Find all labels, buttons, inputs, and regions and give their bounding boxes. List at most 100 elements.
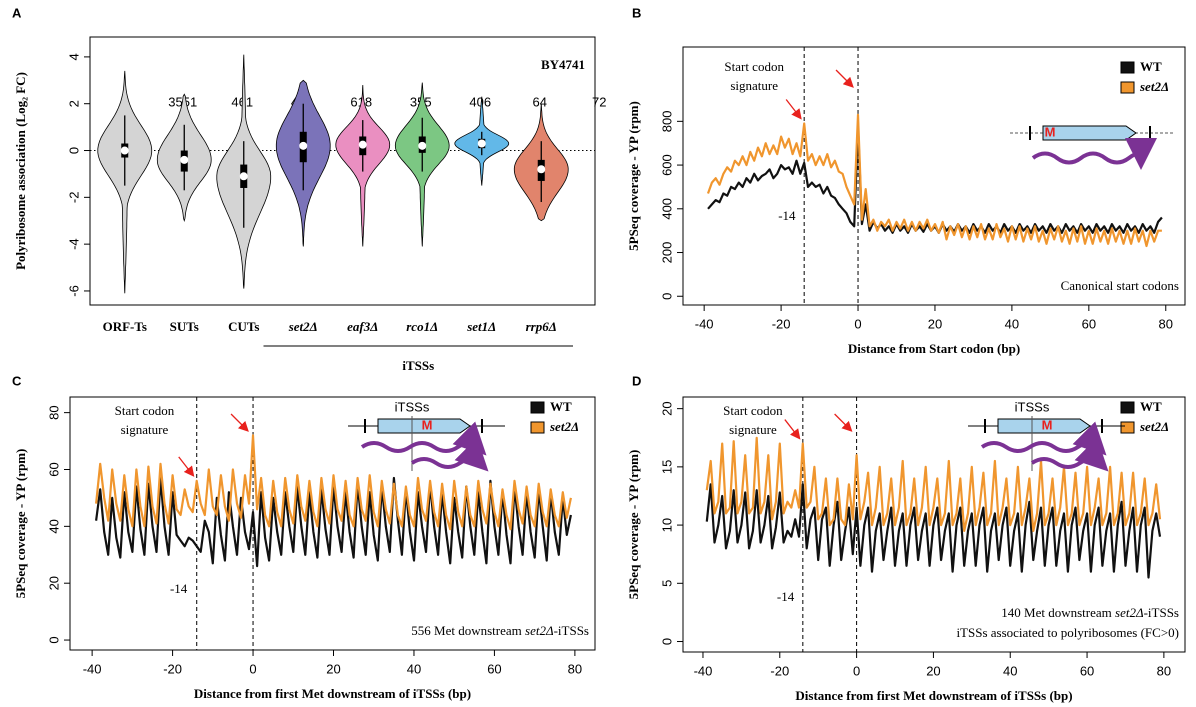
series-line: [707, 124, 1163, 234]
legend-swatch: [1120, 61, 1135, 74]
median-dot: [358, 140, 367, 149]
x-tick-label: ORF-Ts: [103, 319, 147, 334]
x-tick-label: 0: [854, 316, 861, 331]
transcript: [410, 437, 489, 472]
y-tick-label: 0: [66, 147, 81, 154]
note: Canonical start codons: [1061, 278, 1179, 293]
y-tick-label: 20: [659, 401, 674, 415]
y-tick-label: 60: [46, 462, 61, 476]
annotation: signature: [730, 78, 778, 93]
count-label: 406: [469, 94, 491, 109]
group-label: iTSSs: [402, 358, 434, 373]
y-tick-label: 4: [66, 53, 81, 60]
x-tick-label: 0: [249, 661, 256, 676]
transcript: [360, 421, 487, 456]
x-tick-label: 40: [407, 661, 421, 676]
median-dot: [537, 165, 546, 174]
y-tick-label: 800: [659, 110, 674, 132]
y-axis-label: Polyribosome association (Log₂ FC): [13, 72, 28, 270]
y-tick-label: 40: [46, 519, 61, 533]
y-tick-label: -6: [66, 285, 81, 297]
y-tick-label: 15: [659, 460, 674, 474]
x-tick-label: 80: [568, 661, 582, 676]
x-tick-label: 20: [326, 661, 340, 676]
arrow: [784, 419, 801, 440]
arrow: [834, 413, 853, 432]
x-tick-label: -40: [83, 661, 102, 676]
gene-inset: iTSSs M: [348, 399, 505, 472]
y-tick-label: 20: [46, 576, 61, 590]
panel-letter: A: [12, 5, 22, 20]
panel-letter: B: [632, 5, 641, 20]
y-tick-label: 0: [46, 636, 61, 643]
x-tick-label: rco1Δ: [406, 319, 438, 334]
legend-label: set2Δ: [1139, 79, 1169, 94]
y-tick-label: 400: [659, 198, 674, 220]
x-tick-label: set2Δ: [288, 319, 318, 334]
median-dot: [299, 141, 308, 150]
y-axis-label: 5PSeq coverage - YP (rpm): [626, 450, 641, 600]
legend-label: WT: [1140, 399, 1162, 414]
legend-swatch: [1120, 401, 1135, 414]
plot-frame: [69, 396, 596, 651]
annotation: Start codon: [115, 403, 175, 418]
x-tick-label: 60: [1080, 663, 1094, 678]
x-tick-label: set1Δ: [466, 319, 496, 334]
series-line: [705, 483, 1162, 579]
panel-letter: D: [632, 373, 641, 388]
x-tick-label: -20: [772, 316, 791, 331]
annotation: signature: [729, 422, 777, 437]
plot-frame: [682, 396, 1186, 653]
arrow: [230, 413, 249, 432]
median-dot: [239, 172, 248, 181]
legend-label: WT: [1140, 59, 1162, 74]
panel-letter: C: [12, 373, 22, 388]
x-tick-label: rrp6Δ: [526, 319, 557, 334]
x-tick-label: CUTs: [228, 319, 259, 334]
x-tick-label: 40: [1003, 663, 1017, 678]
legend-label: set2Δ: [1139, 419, 1169, 434]
y-tick-label: 5: [659, 580, 674, 587]
y-tick-label: 0: [659, 638, 674, 645]
start-codon: M: [1045, 124, 1056, 139]
annotation: Start codon: [723, 403, 783, 418]
y-tick-label: 200: [659, 242, 674, 264]
x-tick-label: -40: [695, 316, 714, 331]
note: 556 Met downstream set2Δ-iTSSs: [411, 623, 589, 638]
itss-label: iTSSs: [1015, 399, 1050, 414]
plot-frame: [682, 46, 1186, 306]
x-tick-label: 0: [853, 663, 860, 678]
vline-label: -14: [170, 581, 188, 596]
y-tick-label: 2: [66, 100, 81, 107]
x-axis-label: Distance from first Met downstream of iT…: [194, 686, 471, 701]
x-tick-label: 60: [487, 661, 501, 676]
x-tick-label: -20: [163, 661, 182, 676]
series-line: [706, 113, 1162, 248]
x-tick-label: 40: [1005, 316, 1019, 331]
legend-label: WT: [550, 399, 572, 414]
start-codon: M: [1042, 417, 1053, 432]
y-tick-label: 600: [659, 154, 674, 176]
transcript: [980, 421, 1107, 456]
x-tick-label: -40: [694, 663, 713, 678]
legend-swatch: [1120, 421, 1135, 434]
legend-swatch: [530, 421, 545, 434]
arrow: [785, 99, 802, 120]
median-dot: [120, 146, 129, 155]
note: iTSSs associated to polyribosomes (FC>0): [956, 625, 1179, 640]
median-dot: [180, 155, 189, 164]
y-axis-label: 5PSeq coverage - YP (rpm): [626, 101, 641, 251]
transcript: [1031, 137, 1157, 170]
vline-label: -14: [777, 589, 795, 604]
gene-box: [1042, 125, 1137, 141]
x-tick-label: 80: [1159, 316, 1173, 331]
y-tick-label: 80: [46, 405, 61, 419]
x-axis-label: Distance from Start codon (bp): [848, 341, 1020, 356]
arrow: [178, 456, 195, 477]
y-tick-label: 10: [659, 518, 674, 532]
x-tick-label: 60: [1082, 316, 1096, 331]
chart-title: BY4741: [541, 57, 585, 72]
median-dot: [477, 139, 486, 148]
x-tick-label: 20: [928, 316, 942, 331]
